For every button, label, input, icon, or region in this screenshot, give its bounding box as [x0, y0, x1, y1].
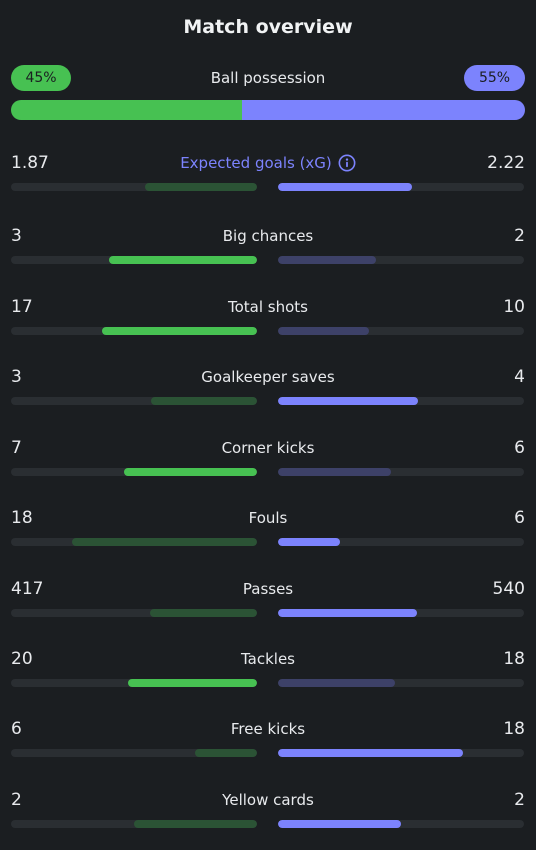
home-stat-bar: [124, 468, 257, 476]
stat-label: Fouls: [11, 507, 525, 529]
home-stat-bar: [128, 679, 257, 687]
home-value: 17: [11, 297, 33, 317]
possession-bar-home: [11, 100, 243, 120]
stat-label-text: Tackles: [240, 650, 296, 668]
away-value: 2: [514, 226, 525, 246]
stat-label: Big chances: [11, 225, 525, 247]
home-stat-track: [11, 749, 257, 757]
stat-row-total-shots: 17 Total shots 10: [11, 296, 525, 336]
away-possession-badge: 55%: [464, 65, 525, 91]
stat-label: Corner kicks: [11, 437, 525, 459]
away-stat-bar: [278, 256, 376, 264]
away-stat-track: [278, 538, 524, 546]
away-stat-track: [278, 397, 524, 405]
stat-label-text: Free kicks: [230, 720, 306, 738]
home-value: 417: [11, 579, 44, 599]
stat-label[interactable]: Expected goals (xG): [11, 152, 525, 174]
stat-row-corner-kicks: 7 Corner kicks 6: [11, 437, 525, 477]
home-value: 20: [11, 649, 33, 669]
home-stat-track: [11, 327, 257, 335]
home-stat-track: [11, 256, 257, 264]
stat-row-yellow-cards: 2 Yellow cards 2: [11, 789, 525, 829]
ball-possession-row: 45% Ball possession 55%: [11, 65, 525, 91]
stat-label: Passes: [11, 578, 525, 600]
away-value: 2.22: [487, 153, 525, 173]
stat-label: Tackles: [11, 648, 525, 670]
away-stat-track: [278, 183, 524, 191]
home-stat-bar: [195, 749, 257, 757]
home-stat-track: [11, 538, 257, 546]
away-stat-track: [278, 609, 524, 617]
away-value: 18: [503, 649, 525, 669]
stat-label-text: Passes: [242, 580, 294, 598]
away-stat-bar: [278, 538, 340, 546]
away-value: 6: [514, 438, 525, 458]
away-stat-bar: [278, 397, 418, 405]
stat-label: Total shots: [11, 296, 525, 318]
stat-label-text: Big chances: [222, 227, 314, 245]
home-possession-badge: 45%: [11, 65, 71, 91]
away-stat-track: [278, 679, 524, 687]
home-value: 2: [11, 790, 22, 810]
stat-row-passes: 417 Passes 540: [11, 578, 525, 618]
stat-row-tackles: 20 Tackles 18: [11, 648, 525, 688]
stat-label-text: Fouls: [248, 509, 288, 527]
stat-label: Goalkeeper saves: [11, 366, 525, 388]
away-value: 4: [514, 367, 525, 387]
home-stat-bar: [151, 397, 257, 405]
stat-row-big-chances: 3 Big chances 2: [11, 225, 525, 265]
home-stat-track: [11, 820, 257, 828]
home-value: 18: [11, 508, 33, 528]
home-stat-bar: [72, 538, 257, 546]
away-stat-bar: [278, 609, 417, 617]
away-value: 540: [492, 579, 525, 599]
home-stat-bar: [134, 820, 257, 828]
away-value: 6: [514, 508, 525, 528]
away-value: 2: [514, 790, 525, 810]
info-icon[interactable]: [338, 154, 356, 172]
away-stat-bar: [278, 749, 463, 757]
home-stat-track: [11, 468, 257, 476]
away-stat-track: [278, 256, 524, 264]
home-stat-bar: [150, 609, 257, 617]
away-stat-track: [278, 749, 524, 757]
stat-label-text: Corner kicks: [221, 439, 315, 457]
stat-label-text: Expected goals (xG): [180, 154, 332, 172]
home-stat-bar: [145, 183, 257, 191]
home-stat-track: [11, 679, 257, 687]
home-value: 7: [11, 438, 22, 458]
away-stat-bar: [278, 679, 395, 687]
away-value: 18: [503, 719, 525, 739]
away-stat-bar: [278, 327, 369, 335]
home-value: 3: [11, 367, 22, 387]
away-stat-track: [278, 327, 524, 335]
stat-label-text: Yellow cards: [222, 791, 314, 809]
stat-row-expected-goals-xg: 1.87 Expected goals (xG) 2.22: [11, 152, 525, 192]
ball-possession-label: Ball possession: [210, 69, 326, 87]
page-title: Match overview: [183, 16, 353, 38]
home-stat-bar: [102, 327, 257, 335]
away-stat-bar: [278, 183, 412, 191]
home-stat-bar: [109, 256, 257, 264]
home-stat-track: [11, 609, 257, 617]
stat-row-free-kicks: 6 Free kicks 18: [11, 718, 525, 758]
away-stat-bar: [278, 468, 391, 476]
home-stat-track: [11, 183, 257, 191]
away-stat-track: [278, 468, 524, 476]
possession-bar-away: [242, 100, 525, 120]
home-value: 1.87: [11, 153, 49, 173]
home-value: 6: [11, 719, 22, 739]
home-value: 3: [11, 226, 22, 246]
stat-label: Yellow cards: [11, 789, 525, 811]
possession-bar: [11, 100, 525, 120]
away-stat-track: [278, 820, 524, 828]
stat-label-text: Goalkeeper saves: [201, 368, 335, 386]
stat-row-fouls: 18 Fouls 6: [11, 507, 525, 547]
away-value: 10: [503, 297, 525, 317]
stat-label: Free kicks: [11, 718, 525, 740]
away-stat-bar: [278, 820, 401, 828]
stat-row-goalkeeper-saves: 3 Goalkeeper saves 4: [11, 366, 525, 406]
stat-label-text: Total shots: [228, 298, 308, 316]
home-stat-track: [11, 397, 257, 405]
